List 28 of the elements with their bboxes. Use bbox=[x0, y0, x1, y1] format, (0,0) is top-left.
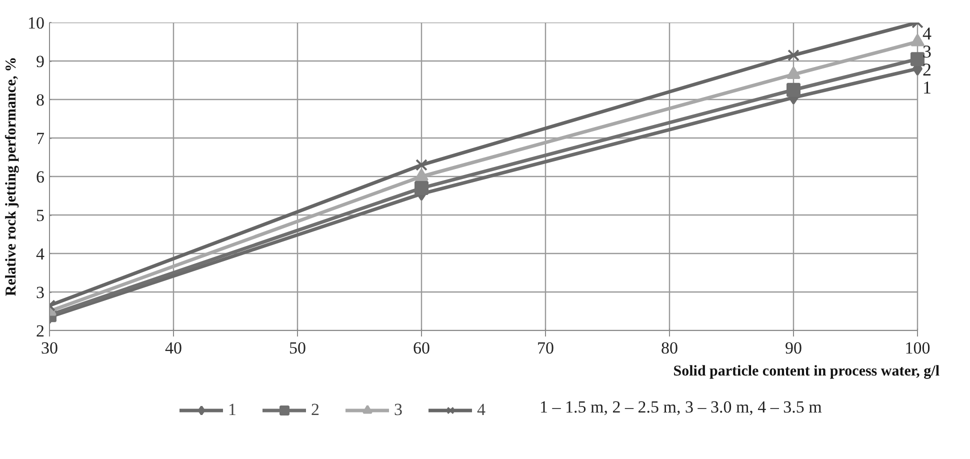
y-tick-label: 3 bbox=[36, 283, 44, 302]
y-tick-label: 2 bbox=[36, 322, 44, 340]
y-axis-title: Relative rock jetting performance, % bbox=[4, 56, 20, 296]
text: 1 bbox=[922, 78, 932, 98]
x-tick-label: 60 bbox=[413, 338, 430, 358]
y-tick-label: 9 bbox=[36, 52, 44, 71]
legend-label: 1 bbox=[228, 400, 238, 420]
y-tick-label: 5 bbox=[36, 206, 44, 225]
x-tick-label: 40 bbox=[165, 338, 182, 358]
x-tick-label: 70 bbox=[537, 338, 554, 358]
y-tick-label: 8 bbox=[36, 90, 44, 110]
x-tick-label: 90 bbox=[785, 338, 802, 358]
y-tick-label: 6 bbox=[36, 168, 44, 186]
x-tick-label: 100 bbox=[904, 338, 930, 358]
x-tick-label: 30 bbox=[41, 338, 58, 358]
y-tick-label: 4 bbox=[36, 244, 45, 264]
text: 3 bbox=[922, 42, 932, 62]
legend-label: 4 bbox=[477, 400, 486, 420]
y-tick-label: 7 bbox=[36, 129, 45, 148]
x-tick-label: 50 bbox=[289, 338, 306, 358]
text: 2 bbox=[922, 60, 932, 80]
x-axis-title: Solid particle content in process water, g/l bbox=[673, 364, 940, 380]
x-tick-label: 80 bbox=[661, 338, 678, 358]
legend-label: 3 bbox=[394, 400, 404, 420]
legend-label: 2 bbox=[311, 400, 320, 420]
text: 1 – 1.5 m, 2 – 2.5 m, 3 – 3.0 m, 4 – 3.5 m bbox=[540, 398, 822, 416]
text: 4 bbox=[922, 24, 932, 44]
y-tick-label: 10 bbox=[28, 14, 44, 32]
